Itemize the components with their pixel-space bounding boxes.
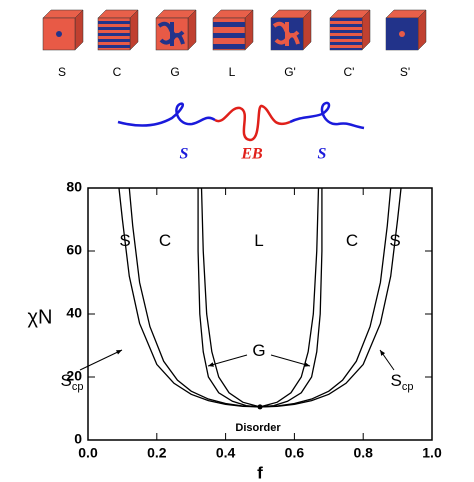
structure-icon [385, 9, 427, 51]
cylinder [98, 45, 130, 48]
annotation-sub: cp [402, 381, 414, 393]
phase-boundary [118, 187, 402, 408]
x-axis-label: f [257, 463, 263, 482]
cylinder [330, 33, 362, 36]
s-block-left [117, 102, 216, 127]
polymer-label: S [180, 146, 189, 163]
annotation: L [254, 231, 263, 250]
structure-icon [212, 9, 254, 51]
cylinder [98, 27, 130, 30]
y-tick-label: 20 [66, 368, 82, 384]
arrow-head [380, 350, 386, 356]
lamella [213, 22, 245, 27]
annotation-text: C [159, 231, 171, 250]
y-axis-label: χN [28, 306, 53, 328]
structure-label: C' [344, 65, 355, 79]
critical-point [257, 404, 263, 410]
annotation-text: Disorder [235, 422, 281, 434]
cylinder [98, 21, 130, 24]
arrow-head [116, 350, 122, 355]
annotation: C [346, 231, 358, 250]
annotation: Scp [61, 371, 84, 392]
phase-boundary [197, 188, 323, 408]
arrow [207, 354, 248, 367]
annotation: G [252, 341, 265, 360]
cylinder [330, 45, 362, 48]
annotation-text: G [252, 341, 265, 360]
structure-label: L [229, 65, 236, 79]
eb-block [214, 104, 291, 142]
sphere [399, 31, 405, 37]
gyroid [157, 21, 185, 46]
lamella [213, 44, 245, 49]
cylinder [330, 27, 362, 30]
polymer-label: S [318, 146, 327, 163]
structure-label: G [170, 65, 179, 79]
structure-icon [97, 9, 139, 51]
annotation-text: S [61, 371, 72, 390]
x-tick-label: 0.4 [216, 445, 236, 461]
annotation-text: L [254, 231, 263, 250]
x-tick-label: 0.6 [285, 445, 305, 461]
arrow [270, 354, 311, 367]
structure-label: S' [400, 65, 410, 79]
y-tick-label: 60 [66, 242, 82, 258]
plot-frame [87, 187, 433, 441]
s-block-right [289, 101, 365, 130]
structure-label: C [113, 65, 122, 79]
annotation-text: C [346, 231, 358, 250]
x-tick-label: 1.0 [422, 445, 442, 461]
cylinder [330, 21, 362, 24]
sphere [56, 31, 62, 37]
polymer-label: EB [240, 146, 263, 163]
structure-icon [329, 9, 371, 51]
y-tick-label: 40 [66, 305, 82, 321]
annotation-sub: cp [72, 381, 84, 393]
annotation: Disorder [235, 422, 281, 434]
structure-icon [270, 9, 312, 51]
annotation-text: S [391, 371, 402, 390]
structure-icon [155, 9, 197, 51]
cylinder [330, 39, 362, 42]
y-tick-label: 80 [66, 179, 82, 195]
annotation-text: S [119, 231, 130, 250]
phase-boundary [128, 187, 392, 408]
annotation: S [119, 231, 130, 250]
arrow [79, 349, 123, 371]
x-tick-label: 0.2 [147, 445, 167, 461]
lamella [213, 33, 245, 38]
phase-boundary [200, 187, 320, 408]
annotation: Scp [391, 371, 414, 392]
arrow-head [304, 362, 310, 367]
structure-label: G' [284, 65, 296, 79]
annotation-text: S [389, 231, 400, 250]
cylinder [98, 33, 130, 36]
structure-label: S [58, 65, 66, 79]
arrow-head [208, 362, 214, 367]
annotation: S [389, 231, 400, 250]
polymer-chain [117, 101, 365, 142]
annotation: C [159, 231, 171, 250]
x-tick-label: 0.0 [78, 445, 98, 461]
gyroid [272, 21, 300, 46]
cylinder [98, 39, 130, 42]
structure-icon [42, 9, 84, 51]
x-tick-label: 0.8 [353, 445, 373, 461]
y-tick-label: 0 [74, 431, 82, 447]
